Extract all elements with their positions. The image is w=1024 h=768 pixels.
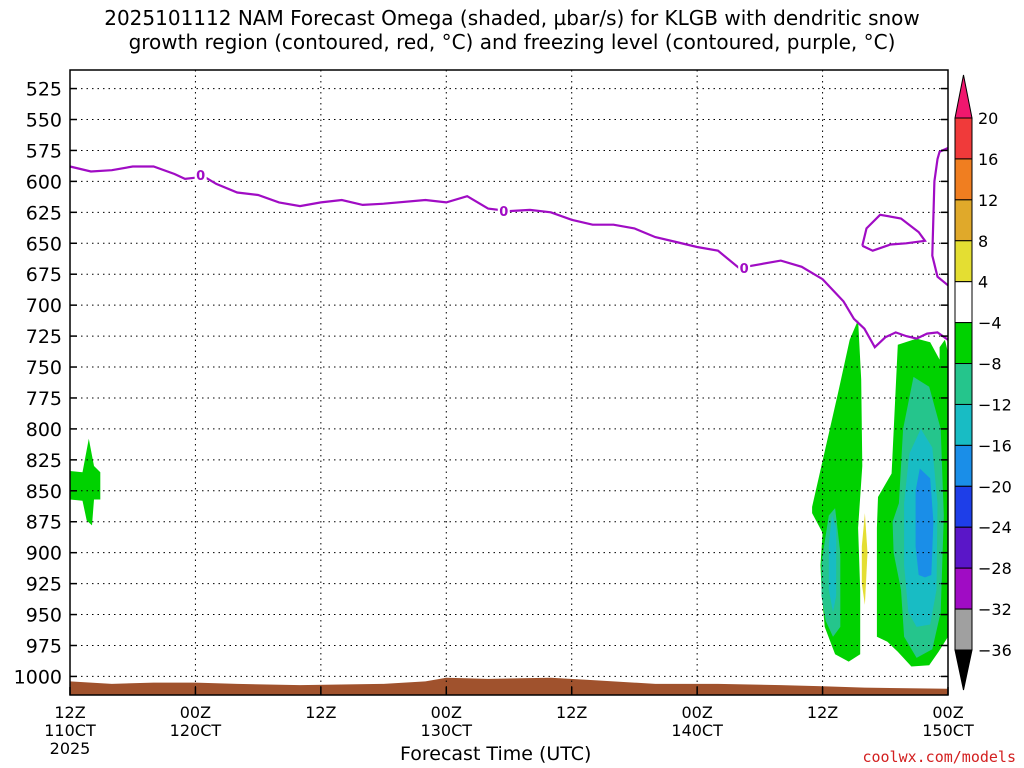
y-tick-label: 725: [26, 326, 62, 348]
plot-border: [69, 69, 949, 696]
x-tick-label-2: 120CT: [170, 721, 222, 740]
colorbar-label: 8: [978, 232, 988, 251]
colorbar-box: [954, 403, 973, 446]
y-tick-label: 950: [26, 605, 62, 627]
colorbar-label: −32: [978, 600, 1012, 619]
colorbar-label: −12: [978, 395, 1012, 414]
colorbar-arrow-bottom: [954, 649, 973, 691]
y-tick-label: 975: [26, 635, 62, 657]
freezing-level-line: [69, 165, 949, 349]
freezing-level-label: 0: [740, 262, 749, 277]
x-tick-label-1: 12Z: [556, 703, 587, 722]
colorbar-label: −4: [978, 314, 1002, 333]
x-tick-label-2: 140CT: [671, 721, 723, 740]
y-tick-label: 775: [26, 388, 62, 410]
x-tick-label-1: 12Z: [54, 703, 85, 722]
y-tick-label: 925: [26, 574, 62, 596]
x-tick-label-1: 12Z: [807, 703, 838, 722]
colorbar-label: −16: [978, 436, 1012, 455]
y-tick-label: 850: [26, 481, 62, 503]
colorbar-box: [954, 444, 973, 487]
y-tick-label: 525: [26, 79, 62, 101]
omega-area-0: [70, 438, 101, 526]
y-tick-label: 550: [26, 110, 62, 132]
colorbar-box: [954, 485, 973, 528]
omega-area-7: [915, 468, 934, 578]
credit-text: coolwx.com/models: [862, 748, 1016, 766]
colorbar-label: −8: [978, 355, 1002, 374]
colorbar-label: −24: [978, 518, 1012, 537]
freezing-level-loop: [861, 213, 927, 252]
y-tick-label: 675: [26, 264, 62, 286]
terrain-fill: [70, 677, 948, 695]
freezing-level-label-bg: [738, 260, 751, 276]
colorbar-arrow-top: [954, 74, 973, 119]
y-tick-label: 1000: [14, 666, 62, 688]
colorbar-label: −28: [978, 559, 1012, 578]
chart-title-line-2: growth region (contoured, red, °C) and f…: [128, 30, 896, 54]
colorbar-box: [954, 240, 973, 283]
x-tick-label-3: 2025: [50, 739, 91, 758]
omega-area-5: [828, 515, 837, 613]
y-tick-label: 700: [26, 295, 62, 317]
colorbar-box: [954, 567, 973, 610]
chart-title-line-1: 2025101112 NAM Forecast Omega (shaded, µ…: [104, 6, 920, 30]
x-tick-label-1: 00Z: [681, 703, 712, 722]
y-tick-label: 575: [26, 140, 62, 162]
freezing-level-label-bg: [194, 167, 207, 183]
x-tick-label-2: 110CT: [44, 721, 96, 740]
colorbar-label: −36: [978, 641, 1012, 660]
colorbar-box: [954, 322, 973, 365]
colorbar-label: 4: [978, 273, 988, 292]
y-tick-label: 650: [26, 233, 62, 255]
y-tick-label: 900: [26, 543, 62, 565]
y-tick-label: 800: [26, 419, 62, 441]
y-tick-label: 875: [26, 512, 62, 534]
colorbar-box: [954, 158, 973, 201]
freezing-level-upper-branch: [931, 146, 949, 287]
y-tick-label: 625: [26, 202, 62, 224]
colorbar-label: −20: [978, 477, 1012, 496]
colorbar-label: 16: [978, 150, 998, 169]
x-tick-label-1: 00Z: [180, 703, 211, 722]
freezing-level-label: 0: [196, 169, 205, 184]
y-tick-label: 600: [26, 171, 62, 193]
colorbar-label: 20: [978, 109, 998, 128]
colorbar-box: [954, 281, 973, 324]
y-tick-label: 750: [26, 357, 62, 379]
y-tick-label: 825: [26, 450, 62, 472]
freezing-level-label: 0: [499, 205, 508, 220]
omega-area-8: [861, 513, 868, 605]
x-tick-label-2: 150CT: [922, 721, 974, 740]
colorbar-box: [954, 608, 973, 651]
colorbar-label: 12: [978, 191, 998, 210]
x-tick-label-2: 130CT: [421, 721, 473, 740]
colorbar-box: [954, 363, 973, 405]
x-tick-label-1: 12Z: [305, 703, 336, 722]
colorbar-box: [954, 526, 973, 569]
x-tick-label-1: 00Z: [932, 703, 963, 722]
colorbar-box: [954, 199, 973, 242]
freezing-level-label-bg: [497, 203, 510, 219]
x-tick-label-1: 00Z: [431, 703, 462, 722]
colorbar-box: [954, 117, 973, 160]
x-axis-label: Forecast Time (UTC): [400, 743, 592, 765]
